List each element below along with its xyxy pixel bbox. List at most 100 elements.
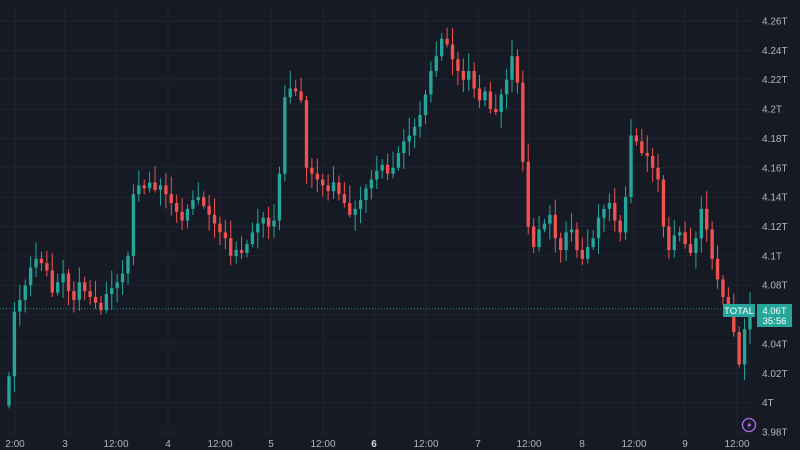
candle-body (120, 273, 125, 283)
candle-body (396, 153, 401, 168)
candle-body (50, 270, 54, 293)
candle-body (548, 214, 552, 224)
price-tick-label: 4.26T (762, 17, 788, 28)
price-tick-label: 4.16T (762, 163, 788, 174)
candle-body (499, 94, 503, 113)
candle-body (564, 232, 568, 250)
candle-body (169, 194, 173, 204)
candle-body (678, 232, 682, 236)
price-tick-label: 4.18T (762, 134, 788, 145)
candle-body (110, 288, 114, 295)
candle-body (185, 208, 190, 221)
candle-body (272, 220, 276, 227)
candle-body (234, 249, 238, 256)
candle-body (380, 164, 384, 171)
candle-body (326, 185, 330, 192)
candle-body (504, 79, 509, 95)
candle-body (353, 208, 357, 215)
time-tick-label: 7 (475, 439, 481, 450)
price-tick-label: 4.2T (762, 105, 782, 116)
candle-body (526, 161, 530, 227)
candle-body (418, 114, 422, 127)
candle-body (299, 91, 303, 101)
candle-body (575, 229, 579, 250)
price-tick-label: 4.02T (762, 369, 788, 380)
series-label-badge-bg (723, 304, 755, 317)
candle-body (391, 167, 395, 174)
candle-body (456, 59, 460, 71)
candle-body (688, 244, 693, 253)
candle-body (147, 182, 152, 189)
last-price-badge: 4.06T 35:56 (757, 304, 792, 327)
candle-body (88, 291, 92, 297)
candle-body (645, 153, 649, 157)
time-tick-label: 9 (682, 439, 688, 450)
candle-body (705, 208, 709, 230)
price-axis[interactable]: 3.98T 4T 4.02T 4.04T 4.06T 4.08T 4.1T 4.12T 4.14… (762, 17, 788, 439)
candle-body (742, 329, 747, 365)
candle-body (640, 141, 644, 154)
candle-body (434, 56, 438, 71)
candle-body (72, 291, 76, 300)
candle-body (164, 185, 168, 195)
candle-body (510, 56, 514, 80)
candle-body (531, 226, 536, 248)
candle-body (385, 164, 390, 174)
candle-body (126, 255, 130, 274)
candle-body (142, 185, 146, 189)
time-tick-label: 12:00 (621, 439, 646, 450)
candle-body (461, 70, 466, 80)
price-tick-label: 4T (762, 398, 774, 409)
time-tick-label: 4 (165, 439, 171, 450)
candle-body (212, 214, 217, 224)
candle-body (61, 273, 65, 283)
candle-body (521, 82, 525, 162)
candle-body (613, 203, 617, 221)
candle-body (23, 285, 27, 300)
candle-body (202, 197, 206, 206)
candle-body (472, 70, 476, 89)
candle-body (661, 179, 666, 227)
candle-body (250, 232, 255, 245)
time-tick-label: 8 (579, 439, 585, 450)
candle-body (732, 308, 736, 333)
candle-body (402, 141, 406, 154)
candle-body (440, 38, 444, 57)
candle-body (83, 282, 87, 292)
grid-lines (0, 8, 755, 436)
candle-body (223, 232, 228, 239)
candle-body (618, 220, 622, 233)
candle-body (483, 91, 487, 101)
candle-body (93, 296, 98, 303)
price-tick-label: 4.04T (762, 339, 788, 350)
candle-body (445, 38, 449, 45)
candle-body (99, 302, 103, 311)
candle-body (569, 229, 574, 233)
candle-body (293, 88, 298, 92)
candle-body (694, 238, 698, 253)
candle-body (39, 258, 44, 264)
candle-body (407, 135, 411, 142)
candle-body (153, 182, 157, 190)
candle-body (748, 308, 752, 330)
candle-body (256, 223, 260, 233)
candle-body (266, 217, 271, 227)
candle-body (337, 182, 341, 195)
time-axis[interactable]: 2:00 3 12:00 4 12:00 5 12:00 6 12:00 7 12:00 8 12:00… (5, 439, 750, 450)
series-label-text: TOTAL (724, 306, 754, 317)
candle-countdown: 35:56 (763, 316, 787, 327)
candle-body (726, 296, 731, 309)
candle-body (277, 173, 282, 221)
candle-body (450, 44, 455, 60)
time-tick-label: 12:00 (310, 439, 335, 450)
candle-body (66, 273, 71, 292)
lightning-logo-icon[interactable] (741, 417, 757, 433)
candle-body (283, 97, 287, 174)
candle-body (158, 185, 163, 190)
candle-body (196, 197, 200, 201)
candle-body (364, 188, 368, 201)
candle-body (477, 88, 482, 101)
candle-body (580, 249, 585, 259)
